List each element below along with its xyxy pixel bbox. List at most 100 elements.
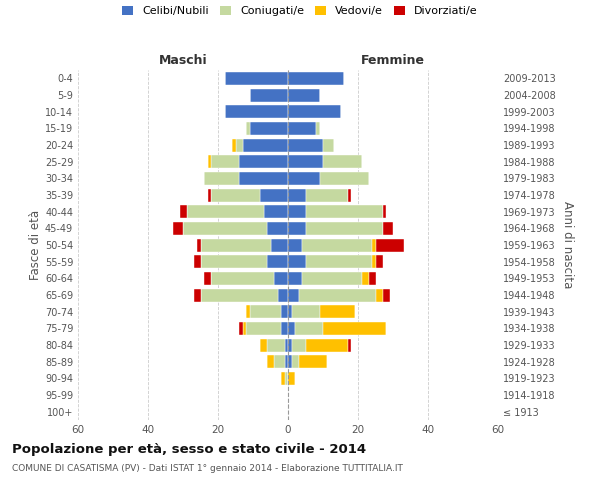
Bar bbox=[239, 155, 288, 168]
Bar bbox=[376, 255, 383, 268]
Bar bbox=[372, 238, 376, 252]
Bar bbox=[316, 122, 320, 135]
Bar bbox=[267, 338, 284, 351]
Bar bbox=[292, 338, 305, 351]
Bar bbox=[225, 105, 288, 118]
Bar bbox=[383, 205, 386, 218]
Bar bbox=[288, 288, 299, 302]
Bar bbox=[277, 288, 288, 302]
Bar bbox=[208, 188, 211, 202]
Bar bbox=[288, 88, 320, 102]
Bar bbox=[260, 188, 288, 202]
Bar bbox=[246, 322, 281, 335]
Bar bbox=[242, 322, 246, 335]
Bar bbox=[200, 255, 267, 268]
Bar bbox=[288, 138, 323, 151]
Bar bbox=[288, 72, 344, 85]
Legend: Celibi/Nubili, Coniugati/e, Vedovi/e, Divorziati/e: Celibi/Nubili, Coniugati/e, Vedovi/e, Di… bbox=[122, 6, 478, 16]
Bar bbox=[368, 272, 376, 285]
Bar bbox=[271, 238, 288, 252]
Bar bbox=[250, 305, 281, 318]
Bar bbox=[197, 238, 200, 252]
Bar bbox=[225, 72, 288, 85]
Bar bbox=[323, 138, 334, 151]
Bar bbox=[323, 155, 361, 168]
Bar bbox=[200, 238, 271, 252]
Bar bbox=[281, 372, 284, 385]
Bar bbox=[204, 272, 211, 285]
Bar bbox=[288, 172, 320, 185]
Bar bbox=[305, 188, 347, 202]
Bar bbox=[232, 138, 235, 151]
Bar bbox=[274, 355, 284, 368]
Bar bbox=[204, 172, 239, 185]
Bar bbox=[173, 222, 183, 235]
Bar bbox=[288, 305, 292, 318]
Bar bbox=[288, 105, 341, 118]
Bar bbox=[263, 205, 288, 218]
Bar bbox=[292, 355, 299, 368]
Bar bbox=[260, 338, 267, 351]
Bar bbox=[274, 272, 288, 285]
Bar bbox=[299, 288, 376, 302]
Bar bbox=[376, 288, 383, 302]
Bar bbox=[267, 355, 274, 368]
Bar bbox=[288, 122, 316, 135]
Bar bbox=[376, 238, 404, 252]
Y-axis label: Fasce di età: Fasce di età bbox=[29, 210, 42, 280]
Bar bbox=[383, 222, 393, 235]
Bar bbox=[305, 255, 372, 268]
Bar bbox=[211, 272, 274, 285]
Bar bbox=[187, 205, 263, 218]
Bar bbox=[292, 305, 320, 318]
Bar bbox=[305, 338, 347, 351]
Bar bbox=[200, 288, 277, 302]
Bar bbox=[239, 322, 242, 335]
Bar bbox=[288, 188, 305, 202]
Bar bbox=[267, 222, 288, 235]
Text: Popolazione per età, sesso e stato civile - 2014: Popolazione per età, sesso e stato civil… bbox=[12, 442, 366, 456]
Bar bbox=[361, 272, 368, 285]
Bar bbox=[305, 222, 383, 235]
Bar bbox=[372, 255, 376, 268]
Bar bbox=[288, 238, 302, 252]
Bar bbox=[211, 155, 239, 168]
Bar bbox=[288, 222, 305, 235]
Bar bbox=[281, 305, 288, 318]
Bar bbox=[193, 255, 200, 268]
Bar bbox=[284, 372, 288, 385]
Bar bbox=[239, 172, 288, 185]
Bar bbox=[383, 288, 389, 302]
Bar bbox=[246, 305, 250, 318]
Text: COMUNE DI CASATISMA (PV) - Dati ISTAT 1° gennaio 2014 - Elaborazione TUTTITALIA.: COMUNE DI CASATISMA (PV) - Dati ISTAT 1°… bbox=[12, 464, 403, 473]
Bar bbox=[211, 188, 260, 202]
Bar bbox=[288, 205, 305, 218]
Bar bbox=[179, 205, 187, 218]
Bar bbox=[242, 138, 288, 151]
Bar bbox=[302, 272, 361, 285]
Bar bbox=[193, 288, 200, 302]
Bar bbox=[288, 355, 292, 368]
Bar bbox=[284, 338, 288, 351]
Bar bbox=[250, 122, 288, 135]
Bar bbox=[250, 88, 288, 102]
Bar bbox=[347, 188, 351, 202]
Bar bbox=[183, 222, 267, 235]
Bar bbox=[347, 338, 351, 351]
Bar bbox=[299, 355, 326, 368]
Bar bbox=[246, 122, 250, 135]
Bar bbox=[320, 172, 368, 185]
Bar bbox=[320, 305, 355, 318]
Bar bbox=[281, 322, 288, 335]
Bar bbox=[288, 255, 305, 268]
Bar bbox=[323, 322, 386, 335]
Bar bbox=[284, 355, 288, 368]
Text: Maschi: Maschi bbox=[158, 54, 208, 68]
Bar bbox=[288, 322, 295, 335]
Y-axis label: Anni di nascita: Anni di nascita bbox=[561, 202, 574, 288]
Text: Femmine: Femmine bbox=[361, 54, 425, 68]
Bar bbox=[288, 155, 323, 168]
Bar bbox=[302, 238, 372, 252]
Bar bbox=[288, 338, 292, 351]
Bar bbox=[288, 272, 302, 285]
